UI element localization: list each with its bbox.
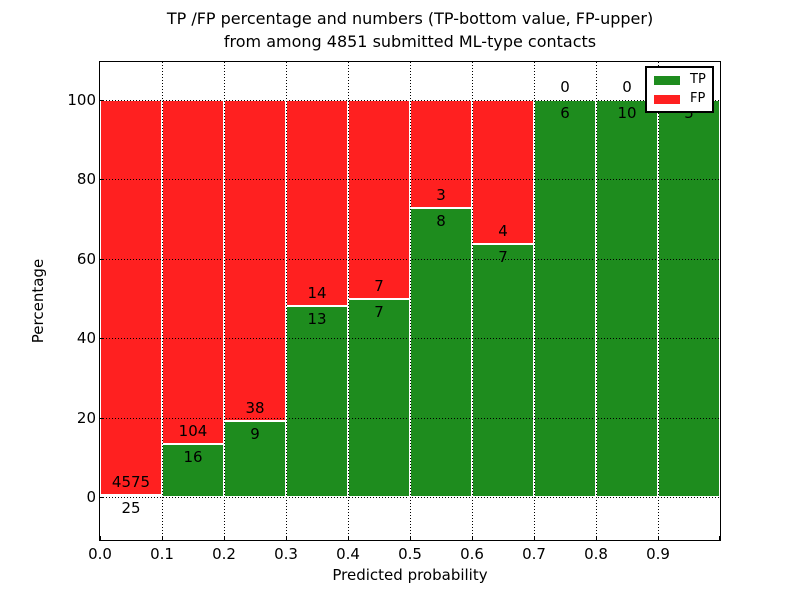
fp-count-label: 7 bbox=[374, 276, 384, 295]
bar-fp-segment bbox=[162, 100, 224, 445]
y-tick-label: 0 bbox=[86, 488, 96, 506]
y-tick-label: 100 bbox=[67, 91, 96, 109]
bar-tp-segment bbox=[410, 208, 472, 497]
y-tick bbox=[100, 179, 104, 181]
y-tick-label: 60 bbox=[76, 249, 96, 268]
fp-count-label: 3 bbox=[436, 186, 446, 205]
x-tick-label: 0.2 bbox=[212, 545, 236, 563]
fp-count-label: 14 bbox=[307, 283, 327, 302]
legend: TP FP bbox=[645, 66, 714, 113]
y-axis-label: Percentage bbox=[29, 258, 47, 344]
bar-tp-segment bbox=[534, 100, 596, 497]
gridline-vertical bbox=[657, 62, 659, 540]
tp-count-label: 16 bbox=[183, 448, 203, 467]
chart-title-line1: TP /FP percentage and numbers (TP-bottom… bbox=[166, 9, 654, 28]
x-tick-label: 0.1 bbox=[150, 545, 174, 563]
x-tick bbox=[410, 536, 411, 540]
fp-count-label: 104 bbox=[178, 422, 208, 441]
fp-count-label: 0 bbox=[560, 78, 570, 96]
gridline-vertical bbox=[533, 62, 535, 540]
gridline-vertical bbox=[223, 62, 225, 540]
fp-count-label: 38 bbox=[245, 398, 265, 417]
bar-tp-segment bbox=[658, 100, 720, 497]
x-tick bbox=[719, 536, 720, 540]
x-tick-label: 0.6 bbox=[460, 545, 484, 563]
gridline-vertical bbox=[595, 62, 597, 540]
y-tick bbox=[100, 100, 104, 101]
chart-title: TP /FP percentage and numbers (TP-bottom… bbox=[100, 7, 720, 53]
fp-count-label: 0 bbox=[622, 78, 632, 96]
tp-count-label: 5 bbox=[684, 104, 694, 122]
x-tick bbox=[348, 536, 349, 540]
tp-count-label: 25 bbox=[121, 498, 141, 517]
bar-tp-segment bbox=[472, 244, 534, 497]
x-tick bbox=[658, 536, 659, 540]
legend-item-tp-label: TP bbox=[690, 72, 706, 87]
bar-tp-segment bbox=[596, 100, 658, 497]
x-tick bbox=[162, 536, 163, 540]
legend-item-fp-label: FP bbox=[690, 91, 706, 106]
x-tick-label: 0.0 bbox=[88, 545, 112, 563]
tp-count-label: 8 bbox=[436, 212, 446, 231]
y-tick bbox=[100, 497, 104, 498]
bar-fp-segment bbox=[410, 100, 472, 209]
y-tick-label: 40 bbox=[76, 329, 96, 348]
bar-fp-segment bbox=[348, 100, 410, 299]
bar-fp-segment bbox=[472, 100, 534, 245]
x-tick bbox=[596, 536, 597, 540]
legend-item-fp: FP bbox=[654, 92, 705, 106]
tp-count-label: 7 bbox=[498, 248, 508, 267]
gridline-vertical bbox=[471, 62, 473, 540]
x-tick-label: 0.5 bbox=[398, 545, 422, 563]
x-tick bbox=[534, 536, 535, 540]
x-tick bbox=[100, 536, 101, 540]
gridline-vertical bbox=[347, 62, 349, 540]
x-tick-label: 0.7 bbox=[522, 545, 546, 563]
bar-fp-segment bbox=[224, 100, 286, 421]
tp-count-label: 6 bbox=[560, 104, 570, 122]
gridline-vertical bbox=[409, 62, 411, 540]
y-tick bbox=[100, 338, 104, 340]
tp-count-label: 7 bbox=[374, 302, 384, 321]
tp-count-label: 13 bbox=[307, 309, 327, 328]
x-tick-label: 0.4 bbox=[336, 545, 360, 563]
y-tick-label: 80 bbox=[76, 170, 96, 189]
fp-count-label: 4575 bbox=[111, 472, 151, 491]
bar-fp-segment bbox=[286, 100, 348, 306]
y-tick bbox=[100, 258, 104, 260]
chart-title-line2: from among 4851 submitted ML-type contac… bbox=[223, 32, 597, 51]
x-tick-label: 0.3 bbox=[274, 545, 298, 563]
fp-color-swatch-icon bbox=[654, 94, 680, 104]
y-tick bbox=[100, 417, 104, 419]
x-axis-label: Predicted probability bbox=[332, 566, 488, 584]
x-tick bbox=[286, 536, 287, 540]
gridline-vertical bbox=[285, 62, 287, 540]
fp-count-label: 4 bbox=[498, 222, 508, 241]
bar-tp-segment bbox=[348, 298, 410, 497]
x-tick bbox=[224, 536, 225, 540]
tp-count-label: 10 bbox=[617, 104, 637, 122]
x-tick-label: 0.8 bbox=[584, 545, 608, 563]
legend-item-tp: TP bbox=[654, 72, 706, 87]
x-tick bbox=[472, 536, 473, 540]
bar-tp-segment bbox=[286, 305, 348, 497]
tp-count-label: 9 bbox=[250, 424, 260, 443]
gridline-vertical bbox=[161, 62, 163, 540]
tp-color-swatch-icon bbox=[654, 75, 680, 85]
y-tick-label: 20 bbox=[76, 408, 96, 427]
bar-fp-segment bbox=[100, 100, 162, 495]
x-tick-label: 0.9 bbox=[646, 545, 670, 563]
